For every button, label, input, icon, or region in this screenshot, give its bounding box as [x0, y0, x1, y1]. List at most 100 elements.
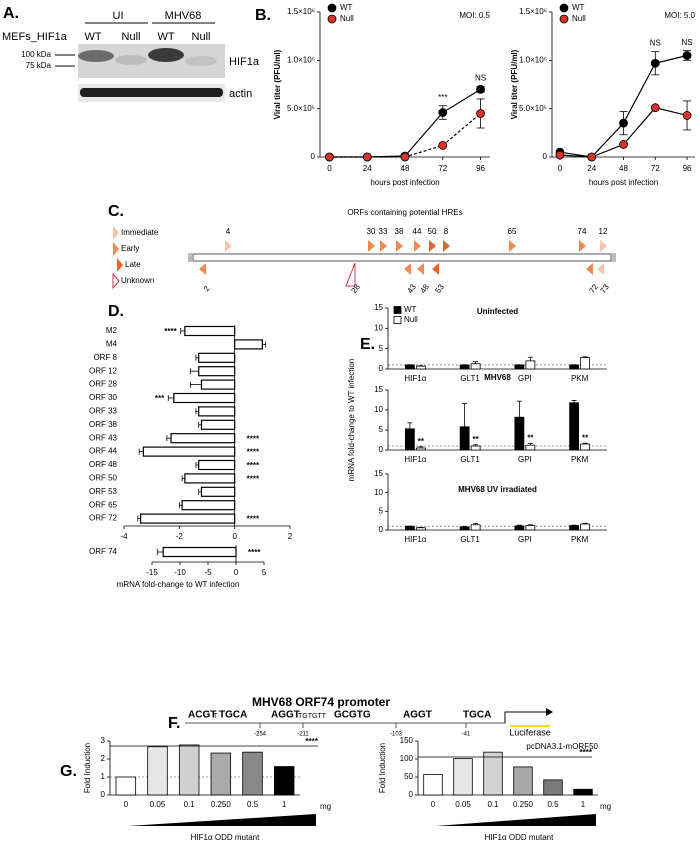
legend-marker: [393, 306, 402, 314]
note: pcDNA3.1-mORF50: [526, 742, 598, 751]
orf-label: 50: [428, 227, 437, 236]
x-tick-label: 2: [288, 532, 293, 541]
x-axis-label: HIF1α ODD mutant: [191, 833, 260, 842]
bar: [459, 426, 470, 451]
y-tick-label: 50: [404, 772, 413, 781]
point: [476, 109, 485, 118]
legend-marker: [113, 242, 119, 256]
bar: [569, 364, 580, 370]
x-tick-label: -15: [146, 568, 158, 577]
x-tick-label: -2: [176, 532, 184, 541]
bar: [404, 428, 415, 451]
bar: [198, 352, 236, 363]
x-tick-label: 96: [476, 164, 485, 173]
y-axis-label: Fold Induction: [378, 743, 387, 793]
panel-label: A.: [3, 5, 19, 22]
category-label: ORF 48: [89, 460, 118, 469]
bar: [200, 379, 236, 390]
y-tick-label: 1: [101, 772, 106, 781]
legend-label: Early: [121, 244, 139, 253]
map-title: ORFs containing potential HREs: [347, 208, 462, 217]
bar: [459, 364, 470, 370]
hre-marker: [345, 262, 356, 287]
category-label: M2: [106, 326, 118, 335]
lane-label: Null: [192, 31, 211, 43]
position-label: -254: [254, 732, 267, 738]
arrow-head: [546, 708, 553, 716]
significance: ****: [580, 748, 593, 757]
bar: [470, 524, 481, 531]
x-tick-label: GLT1: [460, 535, 480, 544]
panel-label: D.: [108, 303, 124, 320]
orf-label: 8: [444, 227, 449, 236]
point: [650, 58, 660, 68]
hre-marker: [404, 263, 411, 275]
x-tick-label: HIF1α: [404, 374, 426, 383]
marker-label: 100 kDa: [21, 50, 51, 59]
y-tick-label: 0: [409, 790, 414, 799]
group-label: UI: [113, 10, 124, 22]
x-tick-label: 0: [234, 568, 239, 577]
hre-marker: [368, 240, 375, 252]
hre-marker: [443, 240, 450, 252]
category-label: ORF 33: [89, 407, 118, 416]
bar: [569, 525, 580, 531]
y-tick-label: 0: [311, 152, 316, 161]
y-tick-label: 0: [379, 364, 384, 373]
point: [438, 140, 448, 150]
element: ACGT: [188, 710, 216, 721]
legend-label: WT: [340, 3, 353, 12]
position-label: -103: [390, 732, 403, 738]
category-label: ORF 28: [89, 380, 118, 389]
bar: [525, 360, 536, 370]
element: AGGT: [271, 710, 300, 721]
x-tick-label: -10: [174, 568, 186, 577]
bar: [162, 546, 237, 558]
bar: [173, 392, 236, 404]
band: [78, 50, 114, 62]
y-tick-label: 5.0×10⁵: [519, 104, 547, 113]
marker-label: 75 kDa: [26, 61, 52, 70]
band: [185, 56, 217, 66]
y-tick-label: 1.5×10⁶: [519, 7, 547, 16]
genome: [192, 253, 612, 262]
promoter-diagram: MHV68 ORF74 promoter ACGT T TGCA AGGT TG…: [185, 695, 553, 738]
significance: ****: [247, 434, 260, 443]
hre-marker: [417, 263, 424, 275]
hre-marker: [597, 263, 604, 275]
y-tick-label: 3: [101, 736, 106, 745]
bar: [580, 443, 591, 451]
bar: [404, 525, 415, 531]
bar: [198, 459, 236, 471]
hre-marker: [600, 240, 607, 252]
significance: **: [473, 435, 480, 444]
x-tick-label: 0.250: [211, 800, 232, 809]
hre-marker: [380, 240, 387, 252]
lane-label: Null: [122, 31, 141, 43]
x-tick-label: GPI: [518, 455, 532, 464]
point: [555, 150, 565, 160]
promoter-title: MHV68 ORF74 promoter: [252, 695, 390, 709]
y-axis-label: Viral titer (PFU/ml): [510, 49, 519, 119]
bar: [415, 365, 426, 370]
category-label: ORF 72: [89, 514, 118, 523]
x-tick-label: 72: [438, 164, 447, 173]
element: GCGTG: [334, 710, 371, 721]
y-tick-label: 0: [101, 790, 106, 799]
tss-arrow: [504, 711, 546, 723]
legend-label: Late: [125, 260, 141, 269]
bar: [273, 766, 295, 796]
x-tick-label: 0: [558, 164, 563, 173]
legend-marker: [559, 3, 569, 13]
bar: [513, 766, 533, 796]
position-label: -211: [297, 732, 309, 738]
point: [619, 118, 628, 128]
band: [80, 88, 223, 97]
legend-marker: [113, 226, 119, 240]
category-label: ORF 74: [89, 547, 118, 556]
x-tick-label: 5: [262, 568, 267, 577]
x-tick-label: GLT1: [460, 455, 480, 464]
y-tick-label: 5: [379, 425, 384, 434]
x-tick-label: 0.05: [150, 800, 166, 809]
